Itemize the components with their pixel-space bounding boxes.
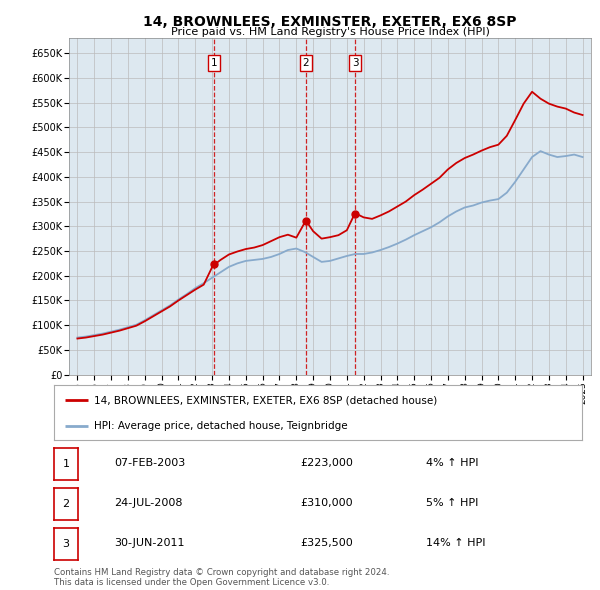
- Text: 1: 1: [211, 58, 217, 68]
- Text: £310,000: £310,000: [300, 498, 353, 508]
- Text: £223,000: £223,000: [300, 458, 353, 468]
- Text: 3: 3: [62, 539, 70, 549]
- Text: Contains HM Land Registry data © Crown copyright and database right 2024.: Contains HM Land Registry data © Crown c…: [54, 568, 389, 576]
- Text: 3: 3: [352, 58, 358, 68]
- Text: £325,500: £325,500: [300, 538, 353, 548]
- Text: 30-JUN-2011: 30-JUN-2011: [114, 538, 185, 548]
- Text: This data is licensed under the Open Government Licence v3.0.: This data is licensed under the Open Gov…: [54, 578, 329, 587]
- Text: 24-JUL-2008: 24-JUL-2008: [114, 498, 182, 508]
- Text: 2: 2: [62, 499, 70, 509]
- Text: Price paid vs. HM Land Registry's House Price Index (HPI): Price paid vs. HM Land Registry's House …: [170, 27, 490, 37]
- Text: 07-FEB-2003: 07-FEB-2003: [114, 458, 185, 468]
- Text: 5% ↑ HPI: 5% ↑ HPI: [426, 498, 478, 508]
- Text: HPI: Average price, detached house, Teignbridge: HPI: Average price, detached house, Teig…: [94, 421, 347, 431]
- Text: 2: 2: [302, 58, 309, 68]
- Text: 4% ↑ HPI: 4% ↑ HPI: [426, 458, 479, 468]
- Text: 1: 1: [62, 459, 70, 469]
- Text: 14, BROWNLEES, EXMINSTER, EXETER, EX6 8SP: 14, BROWNLEES, EXMINSTER, EXETER, EX6 8S…: [143, 15, 517, 29]
- Text: 14% ↑ HPI: 14% ↑ HPI: [426, 538, 485, 548]
- Text: 14, BROWNLEES, EXMINSTER, EXETER, EX6 8SP (detached house): 14, BROWNLEES, EXMINSTER, EXETER, EX6 8S…: [94, 395, 437, 405]
